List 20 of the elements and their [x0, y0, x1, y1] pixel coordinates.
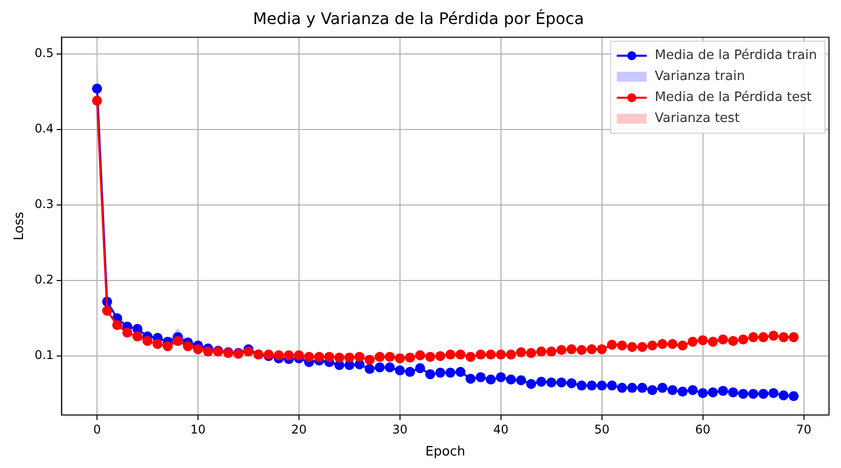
x-tick-label: 50	[594, 422, 610, 436]
legend-label: Varianza train	[654, 69, 745, 84]
x-tick-label: 0	[93, 422, 101, 436]
x-tick-label: 10	[190, 422, 206, 436]
x-tick-label: 30	[392, 422, 408, 436]
y-tick-label: 0.4	[34, 122, 54, 136]
x-tick-label: 60	[695, 422, 710, 436]
chart-title: Media y Varianza de la Pérdida por Época	[252, 8, 584, 28]
y-tick-label: 0.3	[34, 197, 54, 212]
legend-label: Varianza test	[654, 111, 740, 126]
x-axis-title: Epoch	[425, 444, 466, 460]
x-tick-label: 20	[291, 422, 307, 436]
x-tick-label: 70	[796, 422, 812, 436]
y-tick-label: 0.2	[34, 272, 54, 287]
y-axis-title: Loss	[12, 212, 28, 240]
x-tick-label: 40	[493, 422, 509, 436]
legend-label: Media de la Pérdida train	[654, 48, 817, 64]
y-tick-label: 0.1	[34, 348, 54, 362]
legend-label: Media de la Pérdida test	[654, 90, 812, 106]
y-tick-label: 0.5	[34, 46, 54, 60]
